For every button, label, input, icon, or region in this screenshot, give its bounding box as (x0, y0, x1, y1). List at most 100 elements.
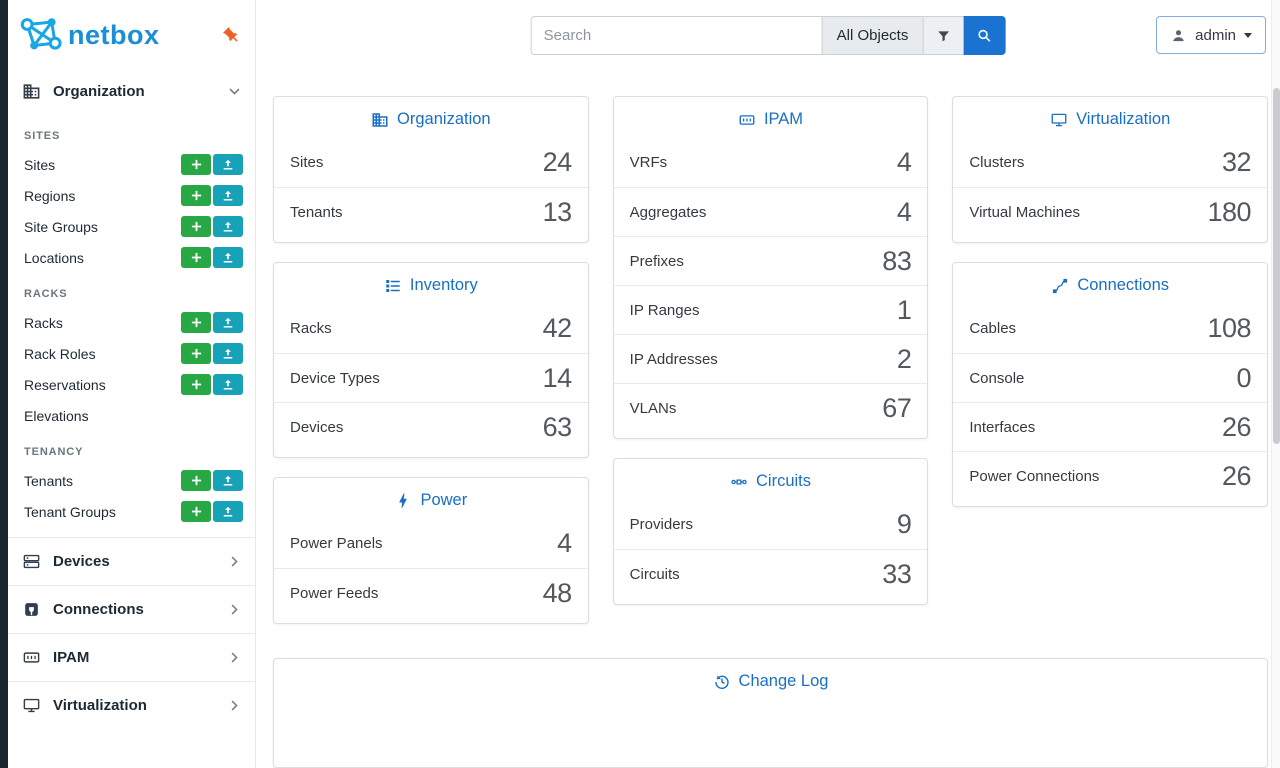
import-button[interactable] (213, 247, 243, 268)
add-button[interactable] (181, 470, 211, 491)
sidebar-link-regions[interactable]: Regions (24, 187, 76, 204)
stat-label[interactable]: Providers (629, 516, 694, 533)
stat-row[interactable]: Tenants 13 (274, 187, 588, 236)
stat-row[interactable]: Power Feeds 48 (274, 568, 588, 617)
stat-row[interactable]: Circuits 33 (613, 549, 928, 598)
import-button[interactable] (213, 343, 243, 364)
sidebar-item-tenant-groups: Tenant Groups (8, 496, 255, 527)
sidebar-item-regions: Regions (8, 180, 255, 211)
stat-row[interactable]: Console 0 (953, 353, 1268, 402)
stat-label[interactable]: Circuits (629, 565, 680, 583)
stat-row[interactable]: Interfaces 26 (953, 402, 1268, 451)
stat-row[interactable]: Providers 9 (614, 500, 928, 549)
stat-label[interactable]: Devices (290, 418, 344, 436)
stat-value: 0 (1236, 362, 1252, 393)
stat-row[interactable]: Aggregates 4 (613, 187, 928, 236)
stat-value: 14 (542, 362, 573, 393)
stat-row[interactable]: Clusters 32 (953, 138, 1267, 187)
stat-row[interactable]: IP Addresses 2 (613, 334, 928, 383)
stat-label[interactable]: Virtual Machines (969, 203, 1080, 221)
server-icon (22, 552, 41, 571)
add-button[interactable] (181, 154, 211, 175)
stat-value: 33 (882, 558, 912, 589)
sidebar-menu-devices[interactable]: Devices (8, 537, 255, 585)
sidebar-link-site-groups[interactable]: Site Groups (24, 218, 98, 235)
search-input[interactable] (530, 16, 823, 55)
stat-label[interactable]: Power Panels (290, 535, 383, 552)
card-title: Connections (953, 263, 1267, 304)
stat-label[interactable]: Aggregates (629, 203, 707, 221)
stat-row[interactable]: Virtual Machines 180 (953, 187, 1268, 236)
card-title-text: Power (420, 491, 468, 509)
stat-row[interactable]: Power Panels 4 (274, 519, 588, 568)
stat-label[interactable]: Prefixes (629, 252, 684, 270)
stat-row[interactable]: Devices 63 (274, 402, 588, 451)
import-button[interactable] (213, 470, 243, 491)
import-button[interactable] (213, 374, 243, 395)
sidebar-menu-connections[interactable]: Connections (8, 585, 255, 633)
stat-row[interactable]: Racks 42 (274, 304, 588, 353)
sidebar-menu-organization[interactable]: Organization (8, 68, 255, 115)
stat-label[interactable]: Power Connections (969, 467, 1100, 485)
stat-label[interactable]: IP Ranges (629, 301, 700, 319)
stat-row[interactable]: Cables 108 (953, 304, 1267, 353)
stat-label[interactable]: IP Addresses (629, 350, 718, 368)
stat-row[interactable]: Power Connections 26 (953, 451, 1268, 500)
stat-row[interactable]: VRFs 4 (614, 138, 928, 187)
add-button[interactable] (181, 374, 211, 395)
add-button[interactable] (181, 343, 211, 364)
import-button[interactable] (213, 185, 243, 206)
user-menu-button[interactable]: admin (1156, 16, 1266, 54)
stat-label[interactable]: Power Feeds (290, 584, 379, 602)
stat-label[interactable]: Device Types (290, 369, 380, 387)
stat-value: 26 (1221, 460, 1252, 491)
sidebar-link-reservations[interactable]: Reservations (24, 376, 106, 393)
stat-value: 108 (1207, 313, 1252, 343)
import-button[interactable] (213, 154, 243, 175)
add-button[interactable] (181, 312, 211, 333)
stat-row[interactable]: Prefixes 83 (613, 236, 928, 285)
quick-buttons (181, 470, 243, 491)
chevron-down-icon (228, 85, 241, 98)
sidebar-item-elevations: Elevations (8, 400, 255, 431)
pin-icon[interactable] (222, 26, 241, 45)
stat-row[interactable]: VLANs 67 (613, 383, 928, 432)
main-area: All Objects admin (256, 0, 1280, 768)
sidebar-menu-ipam[interactable]: IPAM (8, 633, 255, 681)
add-button[interactable] (181, 216, 211, 237)
filter-button[interactable] (922, 16, 965, 55)
stat-label[interactable]: Interfaces (969, 418, 1036, 436)
import-button[interactable] (213, 501, 243, 522)
add-button[interactable] (181, 185, 211, 206)
stat-label[interactable]: Sites (290, 154, 324, 171)
scrollbar-track (1271, 0, 1280, 768)
sidebar-link-sites[interactable]: Sites (24, 156, 56, 173)
stat-label[interactable]: Tenants (290, 203, 343, 221)
stat-row[interactable]: Sites 24 (274, 138, 588, 187)
stat-label[interactable]: VRFs (629, 154, 668, 171)
sidebar-link-elevations[interactable]: Elevations (24, 407, 89, 424)
stat-label[interactable]: VLANs (629, 399, 677, 417)
netbox-logo[interactable]: netbox (16, 14, 160, 56)
stat-label[interactable]: Console (969, 369, 1025, 387)
sidebar-link-racks[interactable]: Racks (24, 314, 63, 331)
sidebar-link-tenant-groups[interactable]: Tenant Groups (24, 503, 116, 520)
add-button[interactable] (181, 247, 211, 268)
sidebar-link-locations[interactable]: Locations (24, 249, 84, 266)
import-button[interactable] (213, 312, 243, 333)
topbar: All Objects admin (256, 0, 1280, 71)
sidebar-menu-virtualization[interactable]: Virtualization (8, 681, 255, 729)
scrollbar-thumb[interactable] (1273, 88, 1280, 444)
import-button[interactable] (213, 216, 243, 237)
stat-row[interactable]: Device Types 14 (274, 353, 588, 402)
search-scope-button[interactable]: All Objects (821, 16, 924, 55)
stat-label[interactable]: Cables (969, 320, 1017, 337)
sidebar-link-tenants[interactable]: Tenants (24, 472, 74, 489)
stat-row[interactable]: IP Ranges 1 (613, 285, 928, 334)
sidebar-link-rack-roles[interactable]: Rack Roles (24, 345, 96, 362)
stat-label[interactable]: Racks (290, 320, 332, 337)
add-button[interactable] (181, 501, 211, 522)
search-submit-button[interactable] (963, 16, 1006, 55)
stat-label[interactable]: Clusters (969, 154, 1025, 171)
stat-value: 67 (882, 392, 912, 423)
